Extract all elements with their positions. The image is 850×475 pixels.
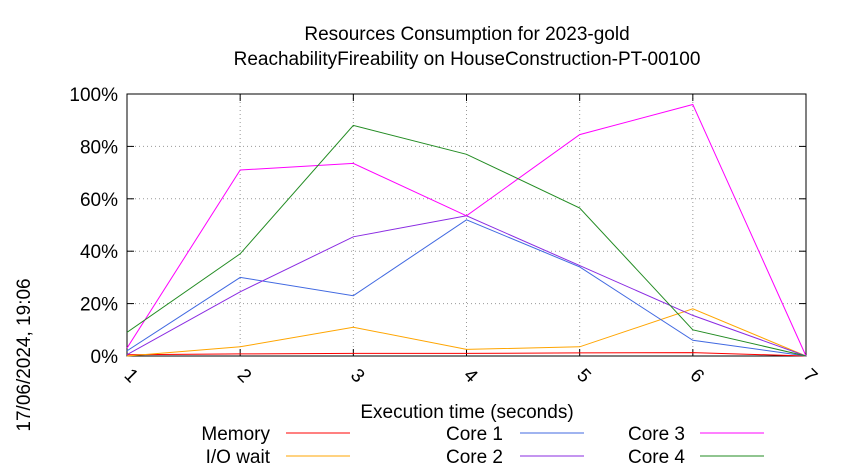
series-line-core-4 — [126, 124, 807, 357]
series-line-core-3 — [126, 103, 807, 357]
series-line-i-o-wait — [126, 308, 807, 357]
x-tick-label: 2 — [233, 365, 255, 387]
x-tick-label: 6 — [686, 365, 708, 387]
series-line-core-1 — [126, 219, 807, 357]
series-line-memory — [126, 352, 807, 357]
legend-label-core-4: Core 4 — [628, 447, 685, 468]
x-tick-label: 4 — [459, 365, 482, 388]
y-tick-label: 20% — [80, 295, 118, 316]
y-tick-label: 60% — [80, 190, 118, 211]
y-tick-label: 40% — [80, 242, 118, 263]
legend-label-i-o-wait: I/O wait — [206, 447, 271, 468]
plot-frame — [126, 93, 807, 357]
timestamp-label: 17/06/2024, 19:06 — [14, 278, 35, 431]
chart-title-line1: Resources Consumption for 2023-gold — [304, 24, 629, 45]
x-tick-label: 7 — [799, 365, 821, 387]
grid-lines — [127, 94, 806, 356]
legend-label-core-1: Core 1 — [446, 424, 503, 445]
chart-title-line2: ReachabilityFireability on HouseConstruc… — [234, 49, 701, 70]
y-tick-label: 0% — [91, 347, 119, 368]
x-tick-label: 3 — [346, 365, 368, 387]
x-axis-label: Execution time (seconds) — [360, 402, 573, 423]
legend-label-core-2: Core 2 — [446, 447, 503, 468]
legend-label-memory: Memory — [201, 424, 270, 445]
y-tick-label: 80% — [80, 137, 118, 158]
x-tick-label: 5 — [572, 365, 594, 387]
x-tick-label: 1 — [120, 365, 142, 387]
y-tick-label: 100% — [69, 85, 118, 106]
legend-label-core-3: Core 3 — [628, 424, 685, 445]
series-lines — [126, 103, 807, 357]
